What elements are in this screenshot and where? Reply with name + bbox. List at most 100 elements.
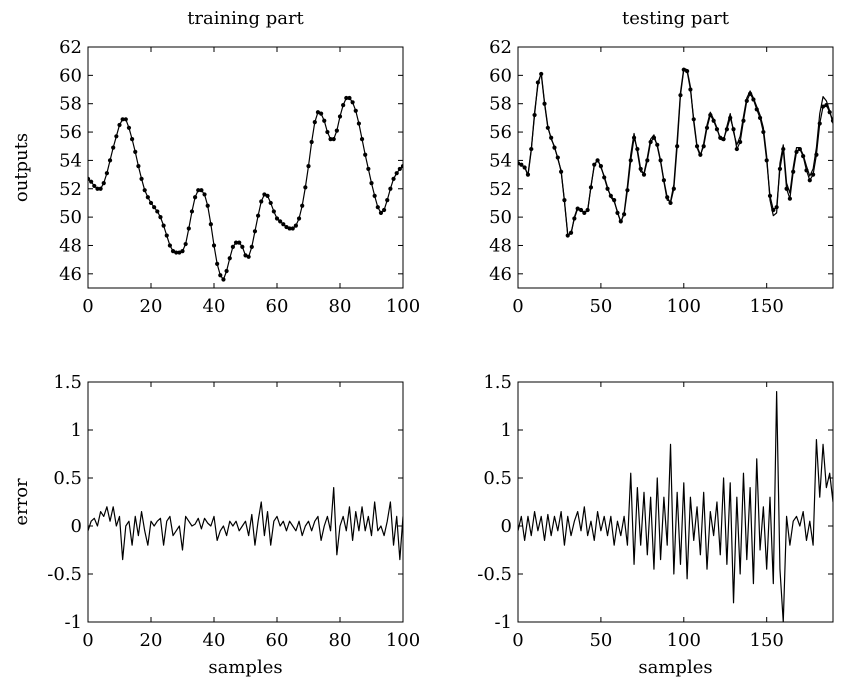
data-point [256,213,261,218]
y-tick-label: 1 [501,420,512,441]
data-point [186,226,191,231]
x-tick-label: 60 [266,296,289,317]
data-point [104,171,109,176]
data-point [369,180,374,186]
data-point [350,100,355,105]
series-line-1 [518,391,833,622]
data-point [95,186,100,191]
y-tick-label: 50 [59,207,82,228]
data-point [133,149,138,155]
data-point [337,114,343,119]
data-point [145,195,150,200]
data-point [400,163,403,169]
data-point [738,139,743,145]
y-tick-label: 52 [489,179,512,200]
data-point [284,224,289,230]
data-point [341,103,346,108]
data-point [117,122,122,128]
data-point [111,145,116,150]
data-point [356,121,361,126]
data-point [136,163,141,169]
plot-area [88,95,403,282]
data-point [224,268,229,274]
data-point [183,241,188,247]
data-point [130,137,135,142]
data-point [668,200,673,206]
data-point [164,233,169,238]
data-point [394,171,399,176]
x-tick-label: 60 [266,630,289,651]
data-point [268,200,273,206]
y-tick-label: 62 [59,37,82,58]
x-tick-label: 100 [386,296,420,317]
data-point [155,209,160,214]
data-point [293,223,298,228]
data-point [167,243,172,248]
data-point [309,139,314,145]
data-point [107,158,113,163]
data-point [290,226,295,231]
data-point [139,176,144,181]
y-tick-label: 58 [59,94,82,115]
data-point [359,137,365,142]
y-tick-label: 46 [59,264,82,285]
data-point [240,244,245,249]
y-tick-label: 54 [489,150,512,171]
x-tick-label: 0 [512,630,523,651]
data-point [363,152,368,157]
data-point [271,209,276,214]
y-tick-label: 52 [59,179,82,200]
x-tick-label: 150 [750,630,784,651]
data-point [353,108,358,113]
x-tick-label: 0 [82,630,93,651]
y-tick-label: 1.5 [483,372,512,393]
data-point [278,219,283,224]
y-axis-label: error [11,478,32,526]
data-point [807,178,812,183]
data-point [385,198,390,203]
x-axis-label: samples [638,657,712,678]
data-point [202,192,207,197]
data-point [612,198,617,203]
data-point [366,166,371,172]
data-point [334,128,339,133]
data-point [287,226,292,231]
data-point [296,216,302,221]
data-point [161,223,166,228]
series-line-1 [88,97,403,281]
x-tick-label: 100 [667,296,701,317]
axes-frame [517,381,834,623]
data-point [98,186,103,191]
data-point [208,222,213,227]
data-point [230,244,235,249]
data-point [281,222,286,227]
axes-frame [517,46,834,289]
data-point [375,205,380,210]
x-tick-label: 100 [386,630,420,651]
y-tick-label: 0 [501,516,512,537]
data-point [331,137,336,142]
y-tick-label: 1.5 [53,372,82,393]
y-axis-label: outputs [11,133,32,202]
chart-panel-1: 0 20 40 60 80 100 46 48 50 52 54 56 58 60 62 training p… [11,8,420,317]
data-point [274,216,280,221]
data-point [215,261,220,266]
data-point [180,249,185,254]
chart-panel-4: 0 50 100 150 -1 -0.5 0 0.5 1 1.5 samples [477,372,834,678]
axes-frame [87,46,404,289]
chart-panel-3: 0 20 40 60 80 100 -1 -0.5 0 0.5 1 1.5 samples error [11,372,420,678]
x-tick-label: 80 [329,296,352,317]
data-point [328,137,333,142]
data-point [120,117,125,122]
data-point [378,210,384,215]
axes-frame [87,381,404,623]
data-point [382,207,387,213]
y-tick-label: 48 [59,235,82,256]
data-point [246,254,251,259]
y-tick-label: 60 [489,65,512,86]
series-line-2 [518,67,833,235]
data-point [322,118,327,123]
data-point [300,203,305,208]
data-point [126,125,132,130]
